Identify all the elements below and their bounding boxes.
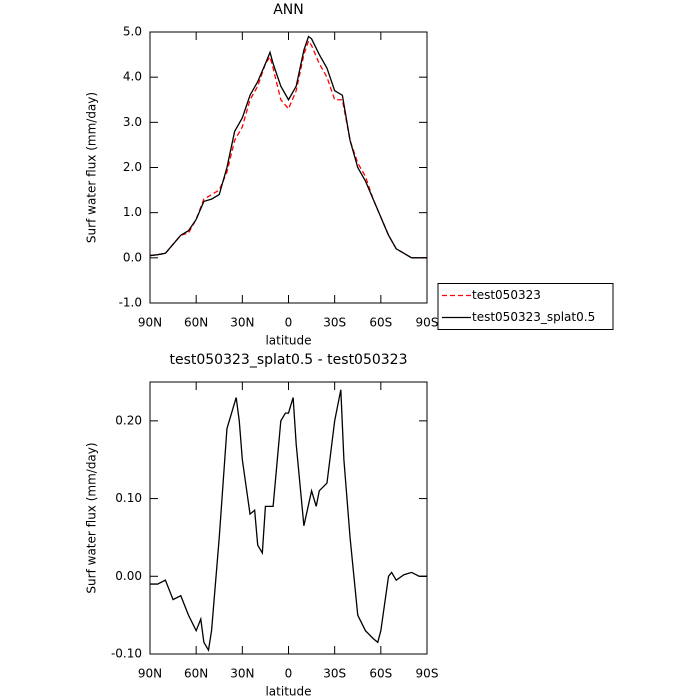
x-tick-label: 0 bbox=[285, 316, 293, 330]
y-tick-label: 1.0 bbox=[123, 205, 142, 219]
data-line bbox=[150, 389, 427, 652]
chart-title: test050323_splat0.5 - test050323 bbox=[169, 352, 407, 368]
x-tick-label: 30S bbox=[323, 316, 346, 330]
chart-title: ANN bbox=[273, 2, 304, 18]
x-tick-label: 90N bbox=[138, 667, 162, 681]
y-tick-label: 0.10 bbox=[115, 491, 142, 505]
legend-frame bbox=[437, 283, 614, 330]
y-tick-label: -1.0 bbox=[119, 296, 142, 310]
x-tick-label: 90S bbox=[416, 316, 439, 330]
y-tick-label: 3.0 bbox=[123, 115, 142, 129]
x-tick-label: 90S bbox=[416, 667, 439, 681]
x-tick-label: 0 bbox=[285, 667, 293, 681]
x-tick-label: 60S bbox=[369, 667, 392, 681]
y-axis-label: Surf water flux (mm/day) bbox=[85, 442, 99, 593]
x-tick-label: 30S bbox=[323, 667, 346, 681]
legend-label: test050323 bbox=[472, 288, 541, 302]
y-tick-label: 5.0 bbox=[123, 25, 142, 39]
y-tick-label: 2.0 bbox=[123, 160, 142, 174]
y-tick-label: -0.10 bbox=[111, 647, 142, 661]
plot-frame bbox=[149, 381, 428, 655]
y-axis-label: Surf water flux (mm/day) bbox=[85, 92, 99, 243]
x-tick-label: 60S bbox=[369, 316, 392, 330]
x-tick-label: 60N bbox=[184, 316, 208, 330]
x-tick-label: 30N bbox=[230, 667, 254, 681]
data-line bbox=[149, 35, 427, 259]
plot-frame bbox=[149, 31, 428, 304]
y-tick-label: 0.20 bbox=[115, 413, 142, 427]
y-tick-label: 4.0 bbox=[123, 70, 142, 84]
y-tick-label: 0.00 bbox=[115, 569, 142, 583]
x-axis-label: latitude bbox=[265, 685, 311, 699]
y-tick-label: 0.0 bbox=[123, 250, 142, 264]
legend-label: test050323_splat0.5 bbox=[472, 310, 595, 324]
x-tick-label: 90N bbox=[138, 316, 162, 330]
x-tick-label: 60N bbox=[184, 667, 208, 681]
x-tick-label: 30N bbox=[230, 316, 254, 330]
x-axis-label: latitude bbox=[265, 334, 311, 348]
